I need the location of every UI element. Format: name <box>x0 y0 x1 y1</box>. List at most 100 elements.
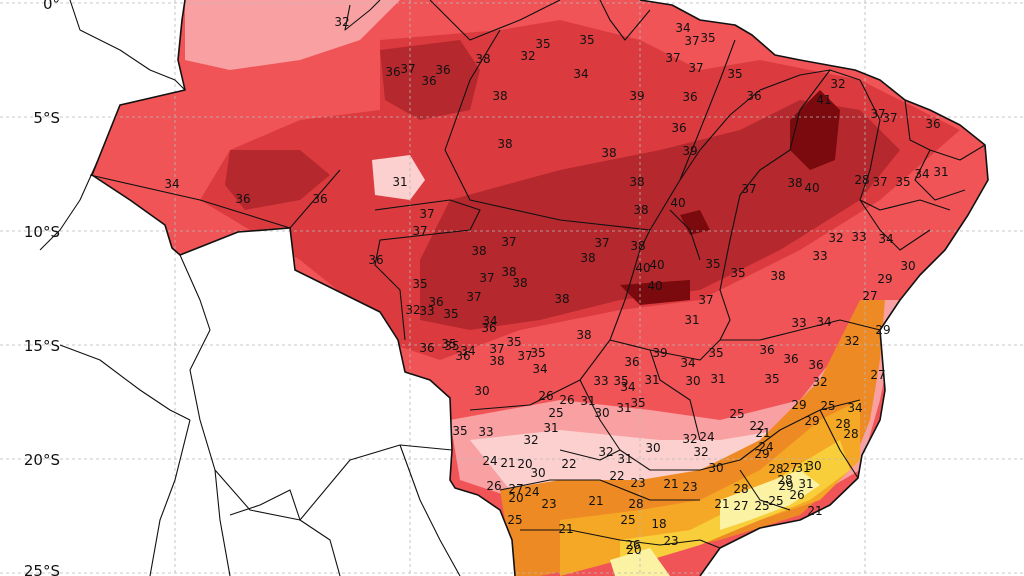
temperature-value-label: 21 <box>663 477 678 491</box>
temperature-value-label: 32 <box>830 77 845 91</box>
temperature-value-label: 24 <box>482 454 497 468</box>
temperature-value-label: 38 <box>492 89 507 103</box>
temperature-value-label: 38 <box>497 137 512 151</box>
temperature-value-label: 26 <box>538 389 553 403</box>
temperature-value-label: 37 <box>684 34 699 48</box>
temperature-value-label: 34 <box>532 362 547 376</box>
temperature-value-label: 24 <box>524 485 539 499</box>
temperature-value-label: 30 <box>685 374 700 388</box>
temperature-value-label: 30 <box>708 461 723 475</box>
neighbor-borders <box>39 0 461 576</box>
temperature-value-label: 26 <box>789 488 804 502</box>
temperature-value-label: 31 <box>798 477 813 491</box>
temperature-value-label: 31 <box>392 175 407 189</box>
temperature-value-label: 34 <box>675 21 690 35</box>
temperature-value-label: 29 <box>804 414 819 428</box>
temperature-value-label: 33 <box>812 249 827 263</box>
temperature-value-label: 36 <box>368 253 383 267</box>
temperature-value-label: 38 <box>475 52 490 66</box>
state-borders <box>89 0 989 576</box>
temperature-value-label: 37 <box>419 207 434 221</box>
temperature-value-label: 34 <box>482 314 497 328</box>
temperature-value-label: 25 <box>820 399 835 413</box>
temperature-value-label: 38 <box>580 251 595 265</box>
temperature-value-label: 30 <box>806 459 821 473</box>
temperature-value-label: 40 <box>635 261 650 275</box>
temperature-value-label: 28 <box>777 473 792 487</box>
temperature-value-label: 35 <box>630 396 645 410</box>
temperature-value-label: 18 <box>651 517 666 531</box>
temperature-value-label: 38 <box>630 239 645 253</box>
temperature-value-label: 36 <box>925 117 940 131</box>
temperature-value-label: 31 <box>684 313 699 327</box>
temperature-value-label: 21 <box>714 497 729 511</box>
temperature-value-label: 30 <box>594 406 609 420</box>
temperature-value-label: 24 <box>758 440 773 454</box>
temperature-value-label: 38 <box>787 176 802 190</box>
temperature-value-label: 39 <box>682 144 697 158</box>
temperature-value-label: 30 <box>474 384 489 398</box>
temperature-value-label: 35 <box>443 307 458 321</box>
temperature-value-label: 35 <box>535 37 550 51</box>
temperature-value-label: 27 <box>862 289 877 303</box>
temperature-value-label: 25 <box>754 499 769 513</box>
temperature-value-label: 31 <box>644 373 659 387</box>
temperature-value-label: 29 <box>791 398 806 412</box>
temperature-value-label: 34 <box>620 380 635 394</box>
temperature-value-label: 31 <box>543 421 558 435</box>
temperature-value-label: 36 <box>235 192 250 206</box>
temperature-value-label: 36 <box>682 90 697 104</box>
temperature-value-label: 25 <box>620 513 635 527</box>
temperature-value-label: 40 <box>670 196 685 210</box>
temperature-value-label: 35 <box>452 424 467 438</box>
temperature-value-label: 25 <box>507 513 522 527</box>
temperature-value-label: 29 <box>778 479 793 493</box>
temperature-value-label: 35 <box>764 372 779 386</box>
lat-label-5s: 5°S <box>33 109 60 127</box>
temperature-value-label: 32 <box>405 303 420 317</box>
temperature-value-label: 31 <box>580 394 595 408</box>
temperature-value-label: 36 <box>746 89 761 103</box>
temperature-value-label: 41 <box>816 93 831 107</box>
temperature-value-label: 37 <box>489 342 504 356</box>
temperature-value-label: 32 <box>828 231 843 245</box>
temperature-value-label: 27 <box>733 499 748 513</box>
temperature-value-label: 37 <box>741 182 756 196</box>
temperature-value-label: 35 <box>444 339 459 353</box>
temperature-value-label: 22 <box>561 457 576 471</box>
temperature-value-label: 25 <box>768 494 783 508</box>
temperature-value-label: 32 <box>523 433 538 447</box>
temperature-value-label: 39 <box>652 346 667 360</box>
temperature-value-label: 35 <box>613 374 628 388</box>
temperature-value-label: 34 <box>816 315 831 329</box>
temperature-value-label: 20 <box>626 543 641 557</box>
temperature-value-label: 40 <box>649 258 664 272</box>
temperature-value-label: 37 <box>400 62 415 76</box>
temperature-value-label: 37 <box>517 349 532 363</box>
lat-label-15s: 15°S <box>24 337 60 355</box>
lat-label-0: 0° <box>43 0 60 13</box>
temperature-value-label: 31 <box>795 461 810 475</box>
temperature-value-label: 36 <box>671 121 686 135</box>
temperature-value-label: 36 <box>312 192 327 206</box>
temperature-value-label: 37 <box>665 51 680 65</box>
temperature-value-label: 30 <box>530 466 545 480</box>
temperature-value-label: 29 <box>875 323 890 337</box>
temperature-value-label: 37 <box>870 107 885 121</box>
temperature-value-label: 37 <box>479 271 494 285</box>
temperature-value-label: 29 <box>877 272 892 286</box>
temperature-value-label: 38 <box>633 203 648 217</box>
temperature-value-label: 33 <box>593 374 608 388</box>
temperature-value-label: 23 <box>541 497 556 511</box>
temperature-value-label: 34 <box>164 177 179 191</box>
temperature-value-label: 23 <box>630 476 645 490</box>
temperature-value-label: 21 <box>558 522 573 536</box>
temperature-value-label: 36 <box>428 295 443 309</box>
temperature-value-label: 27 <box>782 461 797 475</box>
temperature-value-label: 31 <box>616 401 631 415</box>
temperature-value-label: 38 <box>501 265 516 279</box>
temperature-value-label: 34 <box>460 344 475 358</box>
latitude-axis: 0° 5°S 10°S 15°S 20°S 25°S <box>24 0 60 576</box>
temperature-value-label: 33 <box>419 304 434 318</box>
